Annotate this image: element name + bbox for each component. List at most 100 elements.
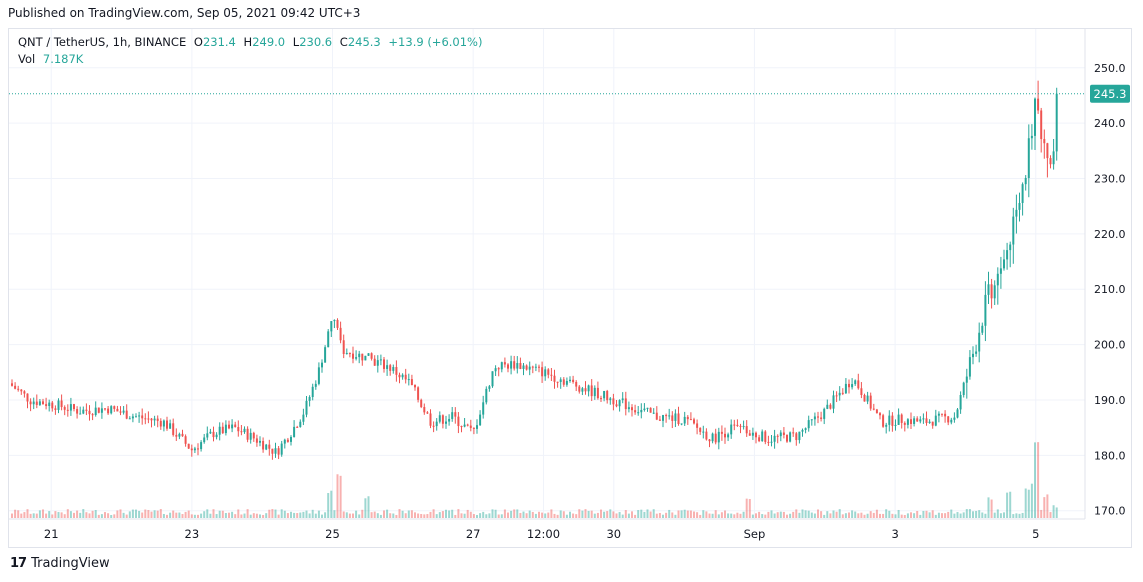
volume-bar bbox=[950, 509, 953, 518]
volume-bar bbox=[919, 514, 922, 518]
volume-bar bbox=[925, 510, 928, 518]
candle-body bbox=[860, 388, 863, 396]
chart-frame bbox=[8, 28, 1132, 548]
candle-body bbox=[153, 418, 156, 421]
candle-body bbox=[900, 414, 903, 423]
volume-bar bbox=[507, 512, 509, 518]
volume-bar bbox=[321, 514, 323, 518]
volume-bar bbox=[758, 511, 761, 518]
volume-bar bbox=[63, 514, 66, 518]
candle-body bbox=[187, 443, 190, 449]
volume-bar bbox=[795, 509, 798, 518]
volume-bar bbox=[736, 512, 739, 518]
candle-body bbox=[640, 409, 643, 413]
volume-bar bbox=[249, 514, 252, 518]
volume-bar bbox=[190, 514, 193, 518]
volume-bar bbox=[441, 511, 444, 518]
volume-bar bbox=[634, 514, 637, 518]
volume-bar bbox=[255, 513, 258, 518]
volume-bar bbox=[888, 510, 891, 518]
candle-body bbox=[243, 428, 246, 433]
candle-body bbox=[947, 416, 950, 423]
volume-bar bbox=[457, 509, 460, 518]
volume-bar bbox=[937, 512, 940, 518]
candle-body bbox=[624, 398, 627, 410]
volume-bar bbox=[649, 511, 652, 518]
candle-body bbox=[556, 381, 559, 383]
candle-body bbox=[705, 431, 708, 440]
candle-body bbox=[1046, 143, 1049, 159]
candle-body bbox=[708, 439, 711, 442]
volume-bar bbox=[472, 514, 475, 518]
volume-bar bbox=[314, 513, 317, 518]
volume-bar bbox=[962, 512, 965, 518]
candle-body bbox=[1024, 177, 1027, 185]
candle-body bbox=[166, 420, 168, 429]
candle-body bbox=[662, 415, 664, 421]
candle-body bbox=[956, 409, 959, 418]
brand-footer[interactable]: 17 TradingView bbox=[10, 556, 110, 571]
candle-body bbox=[677, 413, 680, 424]
volume-bar bbox=[38, 510, 41, 518]
volume-bar bbox=[128, 511, 131, 518]
volume-bar bbox=[404, 513, 407, 518]
symbol-label[interactable]: QNT / TetherUS, 1h, BINANCE bbox=[18, 35, 187, 49]
candle-body bbox=[286, 439, 289, 442]
candle-body bbox=[265, 444, 268, 450]
candle-body bbox=[209, 431, 212, 434]
volume-bar bbox=[392, 513, 395, 518]
candle-body bbox=[169, 423, 172, 429]
volume-bar bbox=[1034, 442, 1036, 518]
volume-bar bbox=[928, 512, 931, 518]
candle-body bbox=[922, 418, 925, 420]
candle-body bbox=[172, 423, 175, 435]
volume-bar bbox=[538, 511, 540, 518]
candle-body bbox=[968, 357, 971, 377]
volume-bar bbox=[947, 511, 950, 518]
published-note: Published on TradingView.com, Sep 05, 20… bbox=[8, 6, 361, 20]
candle-body bbox=[879, 413, 881, 416]
candle-body bbox=[680, 423, 683, 425]
x-tick-label: 30 bbox=[606, 527, 621, 541]
candle-body bbox=[255, 438, 258, 443]
volume-bar bbox=[159, 509, 162, 518]
volume-bar bbox=[624, 510, 627, 518]
volume-row: Vol 7.187K bbox=[18, 51, 482, 68]
candle-body bbox=[438, 415, 441, 422]
volume-bar bbox=[547, 512, 550, 518]
candle-body bbox=[993, 285, 996, 299]
candle-body bbox=[252, 432, 255, 439]
volume-bar bbox=[417, 513, 420, 518]
volume-bar bbox=[587, 510, 590, 518]
candle-body bbox=[584, 388, 587, 392]
candle-body bbox=[885, 424, 888, 427]
candle-body bbox=[389, 365, 392, 371]
candle-body bbox=[674, 413, 677, 421]
volume-bar bbox=[776, 512, 779, 518]
candle-body bbox=[804, 428, 807, 430]
volume-bar bbox=[488, 513, 491, 518]
candle-body bbox=[944, 413, 947, 417]
candle-body bbox=[838, 392, 841, 396]
candle-body bbox=[603, 390, 606, 399]
candle-body bbox=[572, 379, 575, 382]
candle-body bbox=[593, 387, 596, 397]
candle-body bbox=[119, 411, 122, 413]
volume-bar bbox=[1009, 491, 1012, 518]
volume-bar bbox=[435, 514, 438, 518]
volume-bar bbox=[689, 510, 692, 518]
volume-bar bbox=[965, 509, 968, 518]
candle-body bbox=[135, 416, 137, 418]
volume-bar bbox=[773, 513, 776, 518]
volume-bar bbox=[218, 510, 221, 518]
volume-bar bbox=[981, 512, 984, 518]
volume-bar bbox=[1052, 505, 1055, 518]
volume-bar bbox=[823, 514, 826, 518]
volume-bar bbox=[135, 509, 137, 518]
candle-body bbox=[875, 409, 878, 414]
volume-bar bbox=[1043, 497, 1046, 518]
candle-body bbox=[965, 376, 968, 383]
candle-body bbox=[798, 431, 801, 441]
volume-bar bbox=[711, 513, 714, 518]
